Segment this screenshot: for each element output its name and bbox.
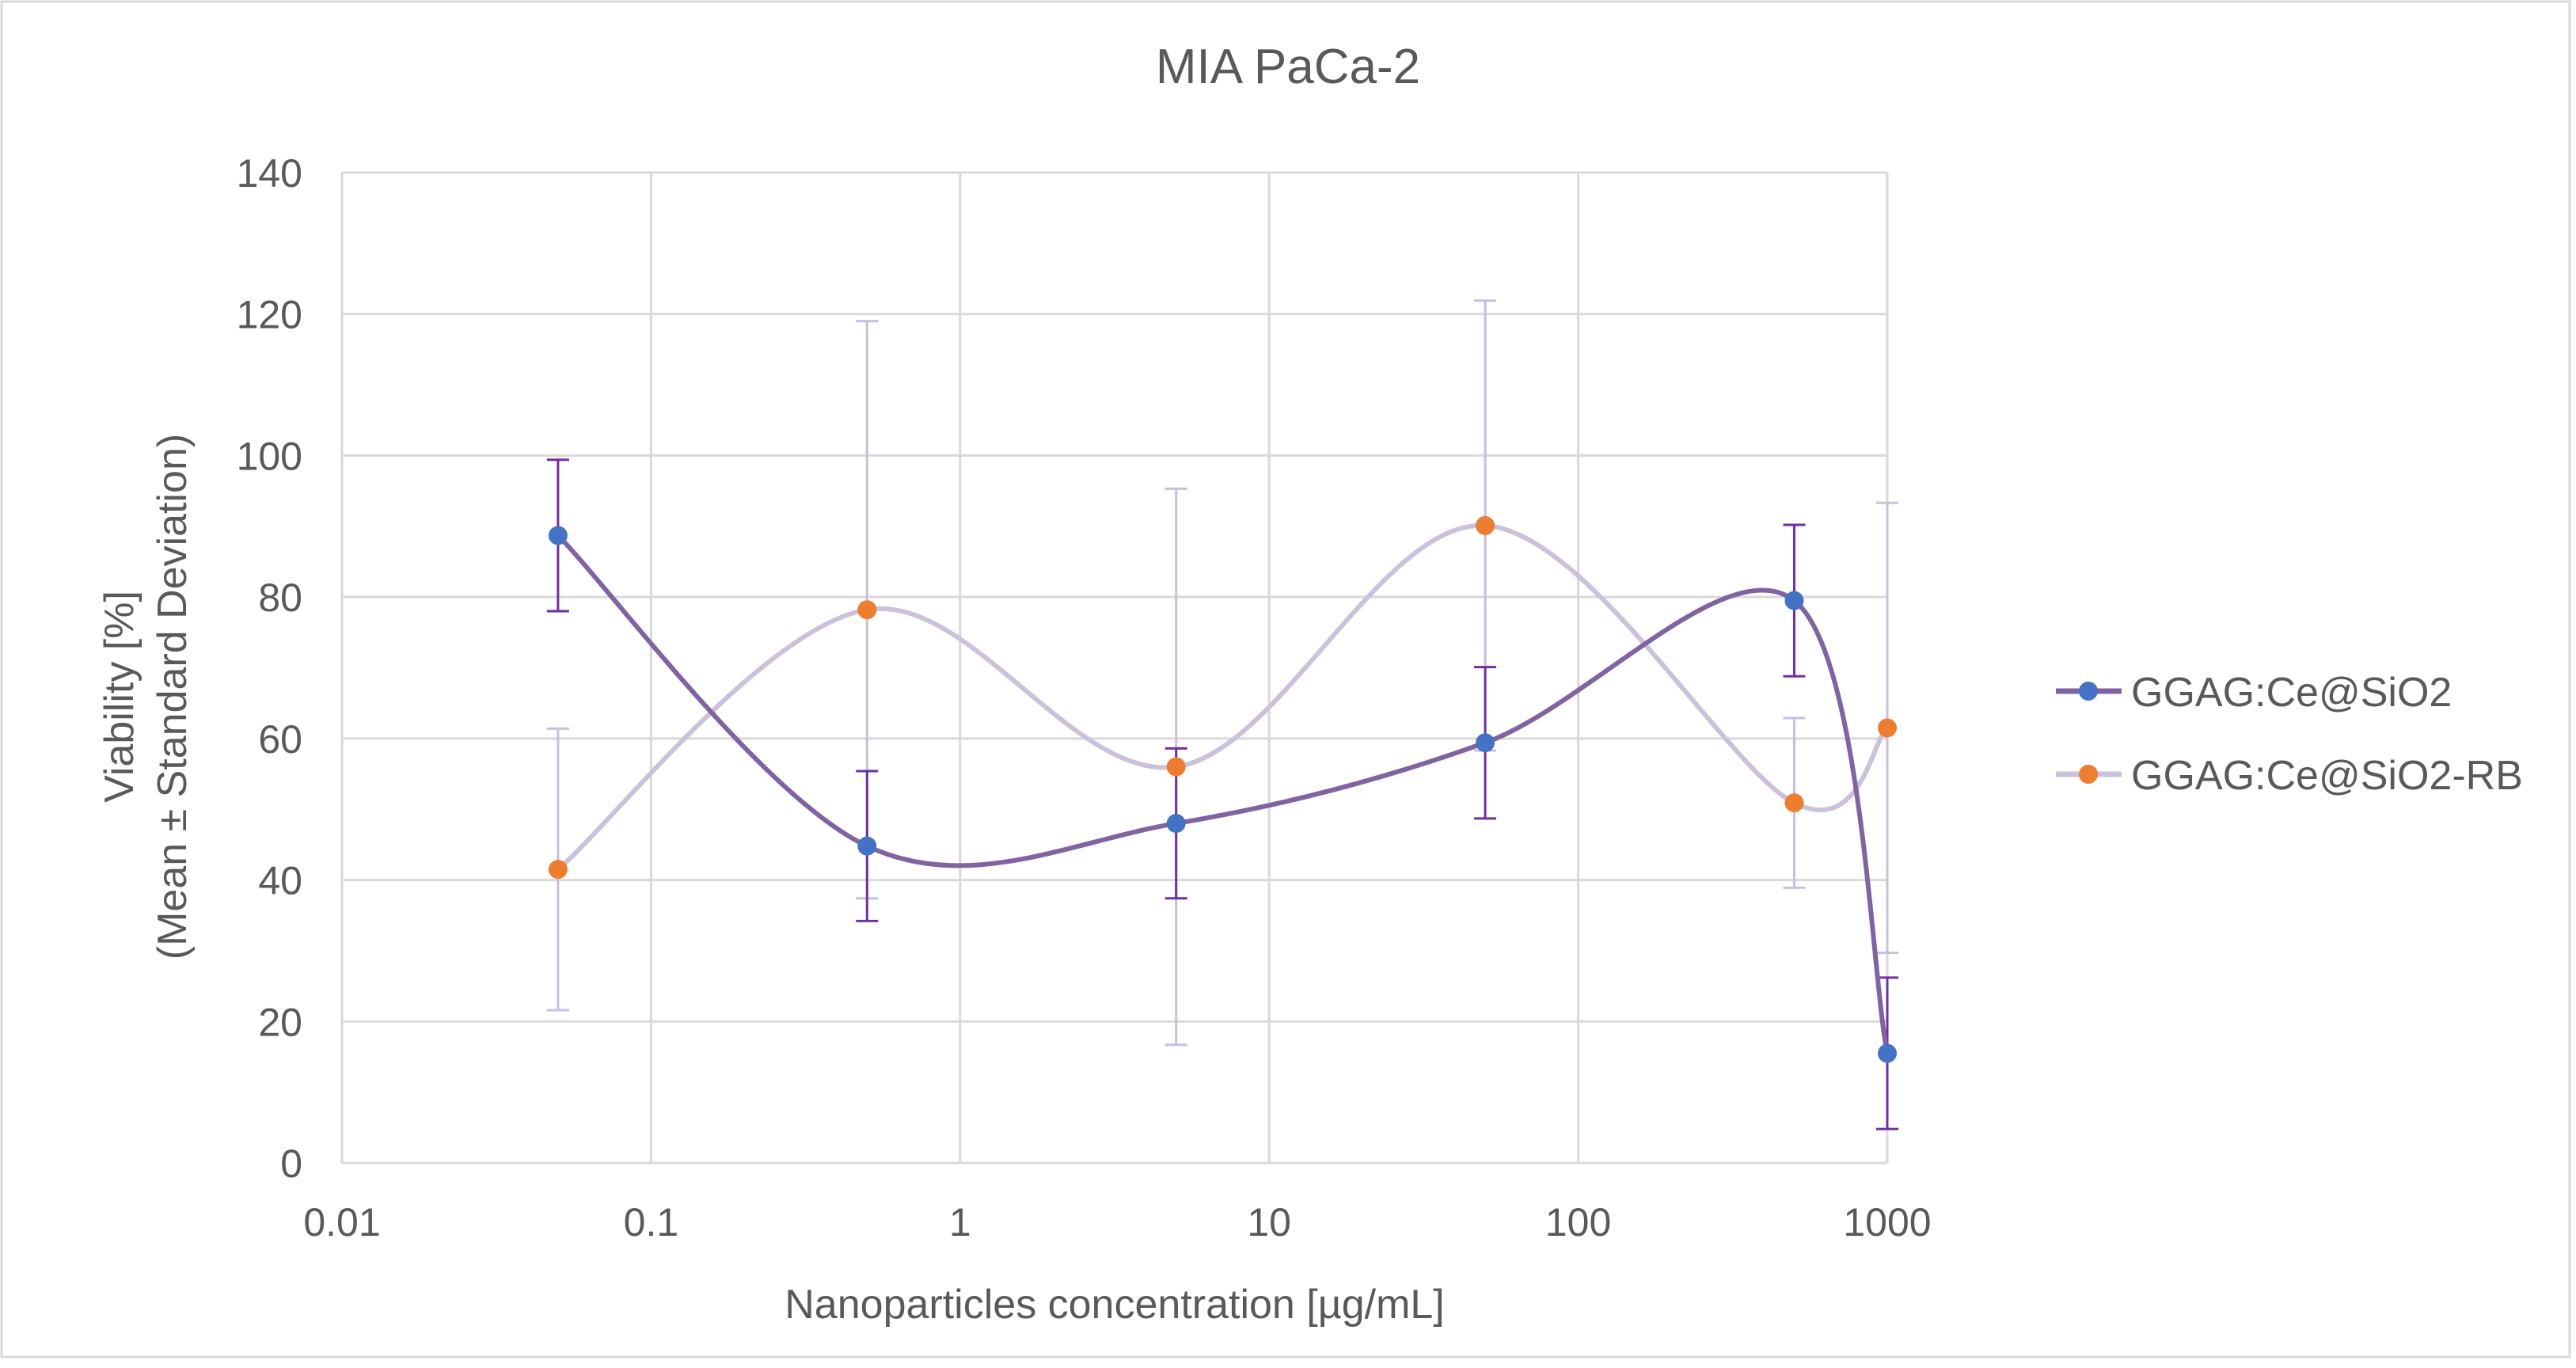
x-axis-ticks: 0.01 0.1 1 10 100 1000 [303, 1200, 1931, 1244]
x-tick-label: 100 [1545, 1200, 1611, 1244]
data-point [548, 860, 568, 880]
legend-label: GGAG:Ce@SiO2-RB [2131, 753, 2523, 799]
series-line [555, 533, 1890, 1056]
legend-marker [2079, 682, 2098, 701]
y-tick-label: 120 [237, 293, 302, 337]
data-point [1878, 1043, 1897, 1063]
legend-label: GGAG:Ce@SiO2 [2131, 670, 2452, 716]
data-point [1878, 718, 1897, 738]
y-tick-label: 0 [280, 1142, 302, 1186]
y-tick-label: 80 [258, 576, 302, 620]
data-point [1476, 515, 1495, 535]
legend-marker [2079, 765, 2098, 784]
data-point [1166, 814, 1186, 834]
data-point [1166, 757, 1186, 777]
data-point [548, 526, 568, 545]
y-axis-title-line2: (Mean ± Standard Deviation) [150, 434, 196, 960]
chart-title: MIA PaCa-2 [1156, 40, 1420, 94]
legend: GGAG:Ce@SiO2 GGAG:Ce@SiO2-RB [2056, 670, 2523, 799]
x-tick-label: 1000 [1843, 1200, 1931, 1244]
series-line [555, 522, 1890, 872]
x-tick-label: 0.01 [303, 1200, 380, 1244]
x-tick-label: 0.1 [624, 1200, 679, 1244]
data-point [857, 836, 877, 856]
y-tick-label: 140 [237, 151, 302, 196]
data-point [1476, 733, 1495, 753]
y-axis-title-line1: Viability [%] [97, 591, 142, 803]
data-point [1784, 793, 1804, 813]
x-tick-label: 10 [1247, 1200, 1291, 1244]
data-point [1784, 591, 1804, 610]
plot-series [546, 299, 1898, 1130]
x-tick-label: 1 [949, 1200, 971, 1244]
x-axis-title: Nanoparticles concentration [µg/mL] [785, 1282, 1445, 1328]
legend-item: GGAG:Ce@SiO2-RB [2056, 753, 2523, 799]
y-tick-label: 100 [237, 434, 302, 478]
legend-item: GGAG:Ce@SiO2 [2056, 670, 2452, 716]
y-tick-label: 60 [258, 717, 302, 762]
y-tick-label: 40 [258, 859, 302, 903]
data-point [857, 600, 877, 620]
y-tick-label: 20 [258, 1000, 302, 1044]
y-axis-ticks: 0 20 40 60 80 100 120 140 [237, 151, 302, 1186]
gridlines [340, 171, 1889, 1165]
